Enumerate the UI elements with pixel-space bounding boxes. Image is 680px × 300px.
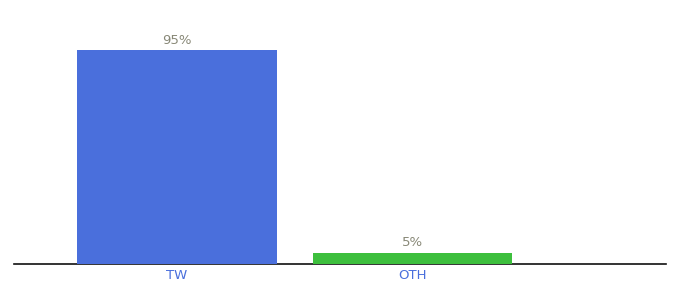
Text: 95%: 95% bbox=[162, 34, 192, 47]
Bar bbox=[313, 253, 512, 264]
Bar bbox=[77, 50, 277, 264]
Text: 5%: 5% bbox=[402, 236, 423, 249]
